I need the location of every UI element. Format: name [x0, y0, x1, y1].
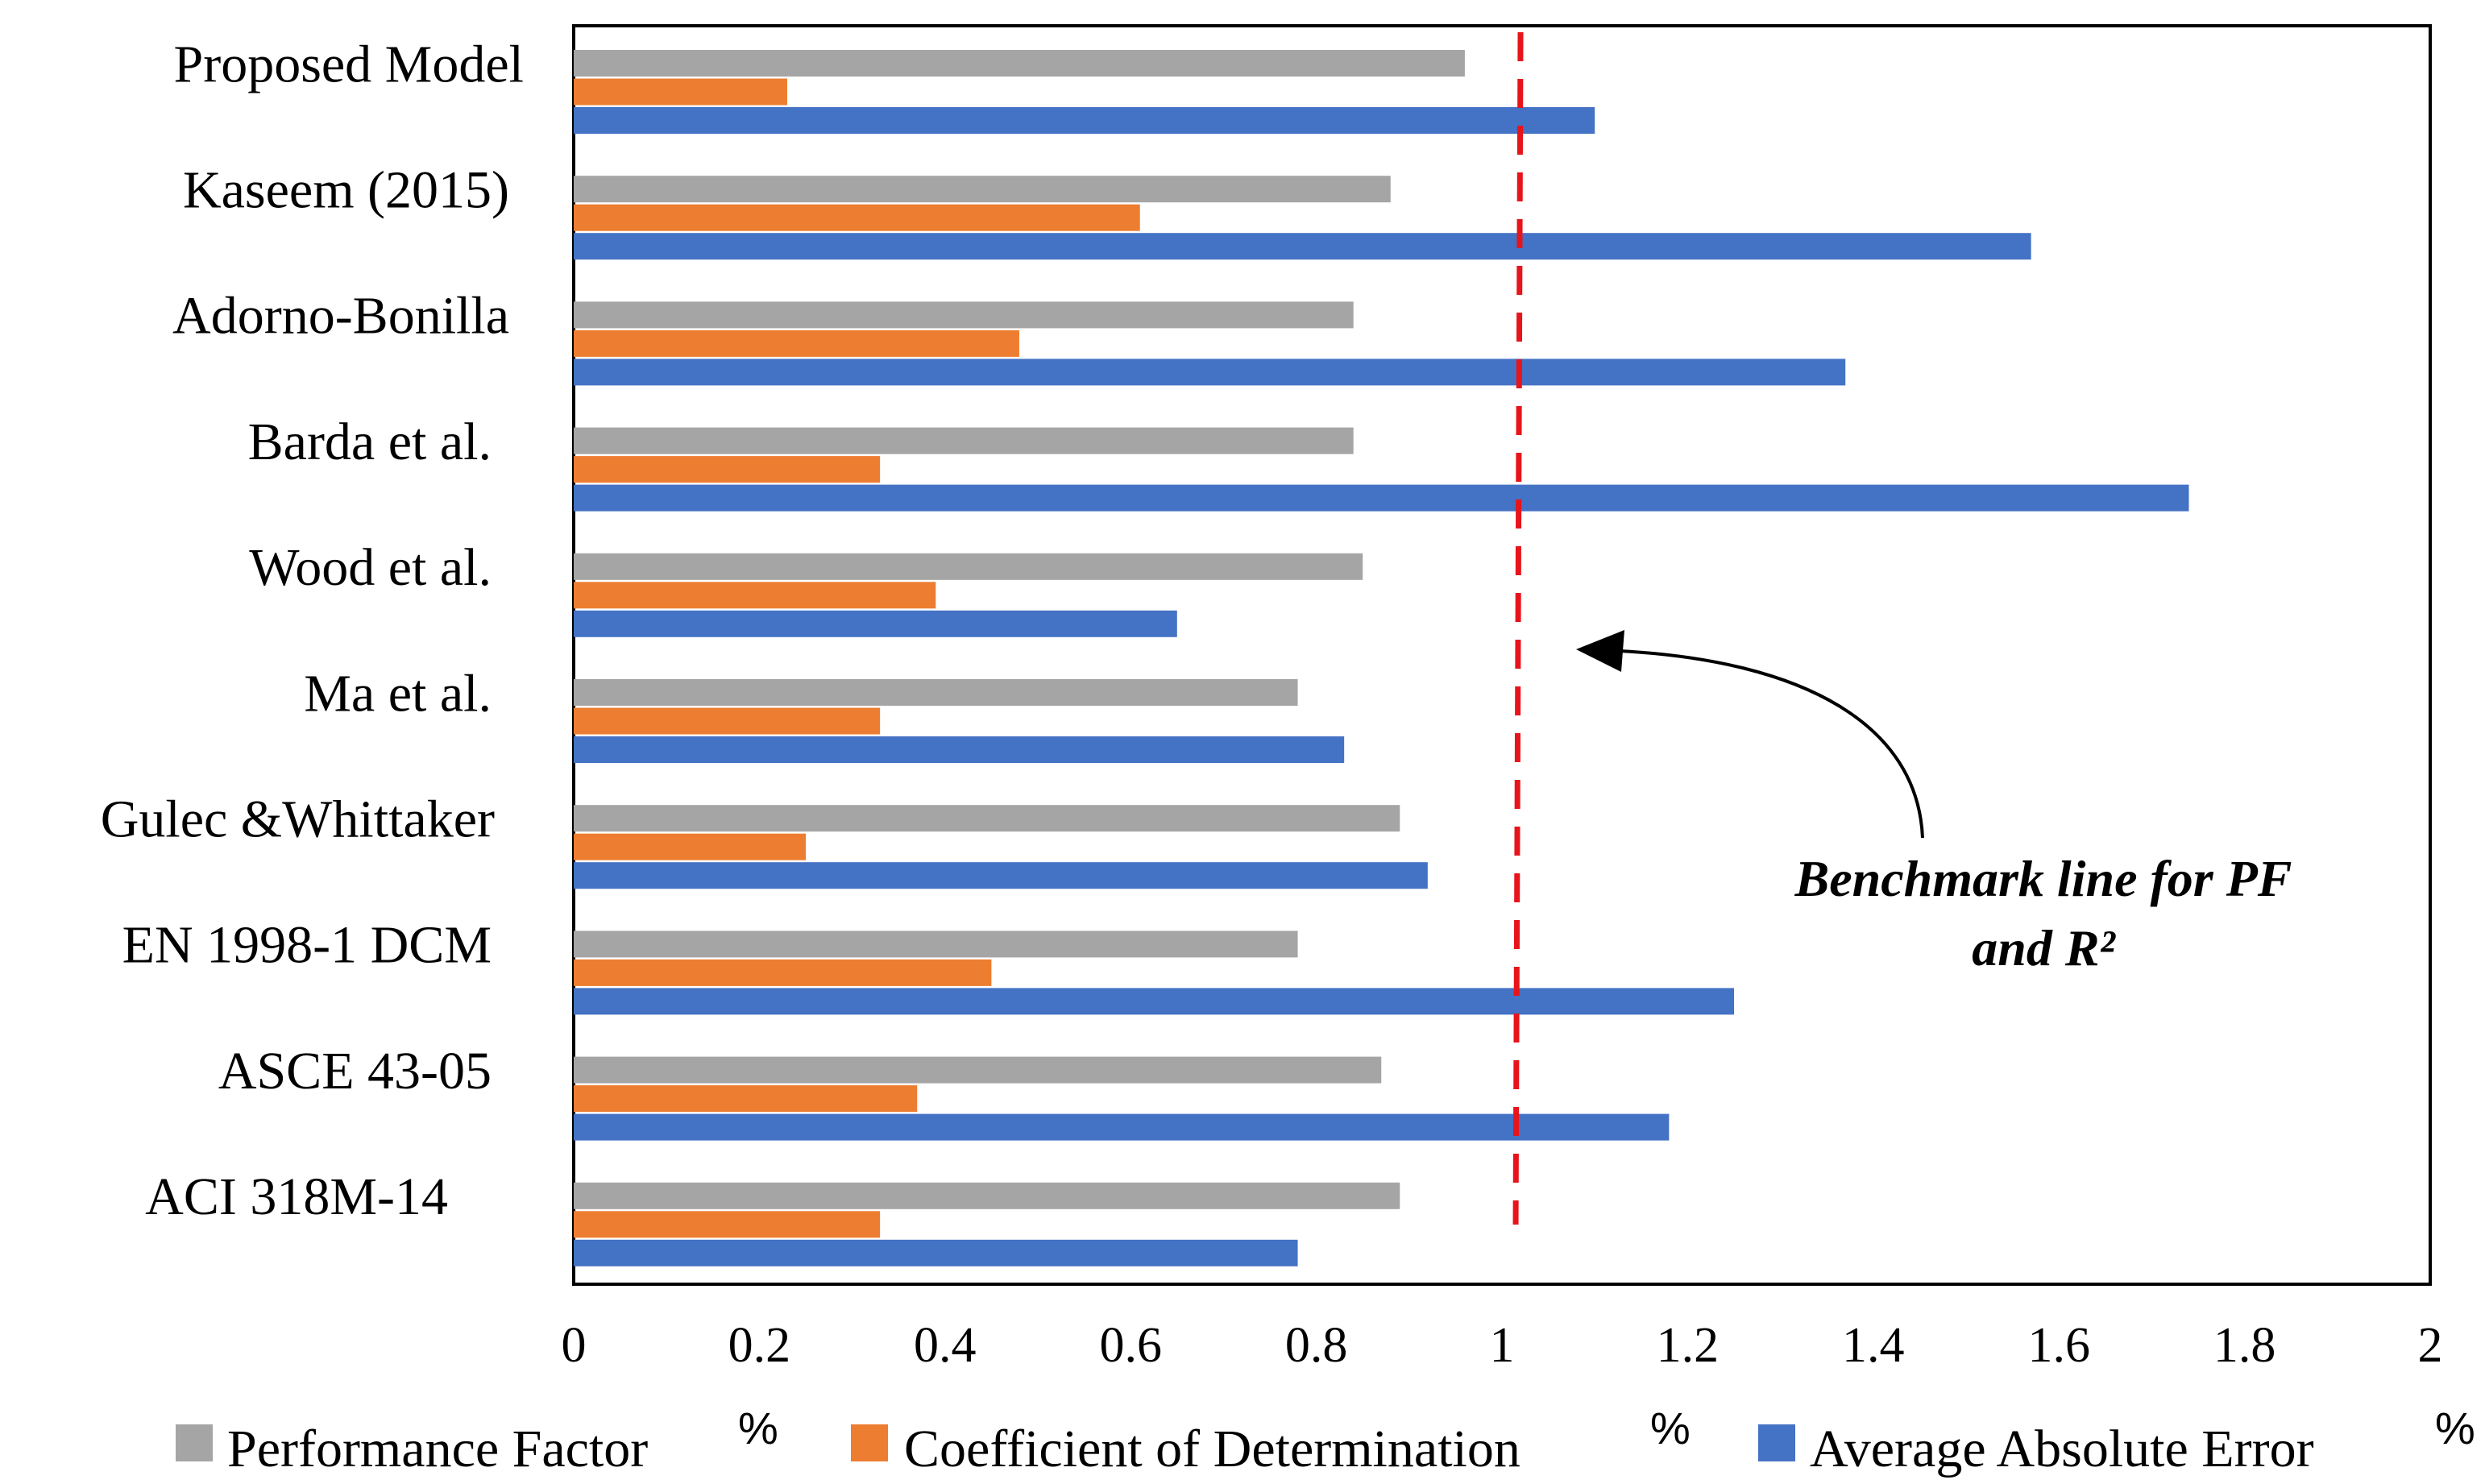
- x-tick-label: 1.2: [1657, 1318, 1720, 1373]
- category-label: Ma et al.: [304, 664, 492, 723]
- bar-coefficient-of-determination-2: [574, 330, 1019, 357]
- plot-layer: [572, 24, 2432, 1286]
- legend-unit: %: [2435, 1403, 2475, 1453]
- benchmark-annotation: Benchmark line for PF and R²: [1576, 630, 2292, 976]
- bar-coefficient-of-determination-9: [574, 1211, 881, 1238]
- annotation-line-2: and R²: [1972, 919, 2116, 976]
- category-label: Adorno-Bonilla: [172, 287, 509, 346]
- legend-unit: %: [738, 1403, 778, 1453]
- bar-performance-factor-8: [574, 1056, 1382, 1084]
- bar-coefficient-of-determination-5: [574, 707, 881, 735]
- legend-swatch: [176, 1424, 213, 1461]
- bar-performance-factor-0: [574, 50, 1465, 77]
- bar-performance-factor-9: [574, 1182, 1400, 1209]
- category-label: Kaseem (2015): [183, 160, 509, 219]
- bar-average-absolute-error-8: [574, 1113, 1670, 1141]
- legend-label: Performance Factor: [227, 1420, 648, 1478]
- x-tick-label: 0: [562, 1318, 587, 1373]
- bar-coefficient-of-determination-7: [574, 959, 992, 986]
- bar-average-absolute-error-6: [574, 862, 1428, 889]
- bar-coefficient-of-determination-3: [574, 456, 881, 483]
- legend: Performance Factor% Coefficient of Determ…: [176, 1403, 2475, 1478]
- bar-average-absolute-error-3: [574, 484, 2189, 512]
- x-tick-label: 1.4: [1842, 1318, 1905, 1373]
- bar-coefficient-of-determination-1: [574, 204, 1140, 231]
- bar-average-absolute-error-5: [574, 736, 1345, 763]
- category-label: Gulec &Whittaker: [101, 790, 495, 848]
- x-axis: 0 0.2 0.4 0.6 0.8 1 1.2 1.4 1.6 1.8 2: [562, 1318, 2443, 1373]
- x-tick-label: 0.6: [1099, 1318, 1162, 1373]
- x-tick-label: 0.4: [914, 1318, 977, 1373]
- bar-average-absolute-error-0: [574, 107, 1595, 134]
- category-label: Wood et al.: [249, 538, 492, 597]
- legend-unit: %: [1650, 1403, 1691, 1453]
- annotation-arrow: [1619, 649, 1924, 839]
- category-label: Barda et al.: [248, 412, 492, 471]
- bar-coefficient-of-determination-4: [574, 582, 936, 609]
- category-label: ASCE 43-05: [218, 1042, 492, 1101]
- plot-frame: [572, 24, 2432, 1286]
- benchmark-line: [1512, 31, 1524, 1225]
- x-tick-label: 1: [1490, 1318, 1515, 1373]
- legend-swatch: [1758, 1424, 1795, 1461]
- bar-coefficient-of-determination-0: [574, 78, 787, 106]
- category-label: Proposed Model: [174, 35, 524, 93]
- bar-performance-factor-4: [574, 553, 1363, 580]
- bar-average-absolute-error-4: [574, 610, 1177, 637]
- x-tick-label: 1.6: [2027, 1318, 2090, 1373]
- annotation-line-1: Benchmark line for PF: [1794, 850, 2292, 907]
- bar-average-absolute-error-2: [574, 359, 1846, 386]
- bar-performance-factor-3: [574, 427, 1354, 454]
- category-axis: Proposed Model Kaseem (2015) Adorno-Bonill…: [101, 35, 524, 1226]
- bar-performance-factor-5: [574, 679, 1298, 706]
- bar-average-absolute-error-1: [574, 233, 2031, 260]
- bar-coefficient-of-determination-8: [574, 1085, 918, 1113]
- legend-swatch: [851, 1424, 888, 1461]
- bar-average-absolute-error-7: [574, 988, 1734, 1015]
- x-tick-label: 1.8: [2213, 1318, 2276, 1373]
- annotation-arrowhead: [1576, 630, 1624, 672]
- x-tick-label: 0.2: [728, 1318, 791, 1373]
- x-tick-label: 0.8: [1285, 1318, 1348, 1373]
- bar-performance-factor-7: [574, 931, 1298, 958]
- category-label: ACI 318M-14: [145, 1167, 448, 1226]
- bar-performance-factor-6: [574, 805, 1400, 832]
- bar-coefficient-of-determination-6: [574, 833, 806, 860]
- bar-performance-factor-1: [574, 176, 1391, 203]
- category-label: EN 1998-1 DCM: [122, 916, 492, 975]
- x-tick-label: 2: [2418, 1318, 2443, 1373]
- bar-performance-factor-2: [574, 301, 1354, 329]
- legend-label: Coefficient of Determination: [904, 1420, 1520, 1478]
- legend-label: Average Absolute Error: [1810, 1420, 2314, 1478]
- bar-average-absolute-error-9: [574, 1239, 1298, 1266]
